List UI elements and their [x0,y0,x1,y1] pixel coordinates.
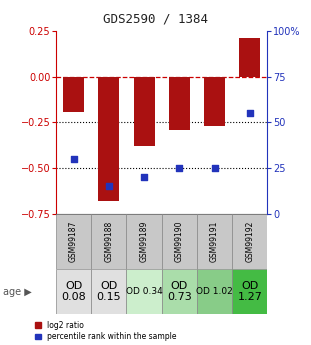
Bar [162,214,197,269]
Text: OD
0.15: OD 0.15 [96,281,121,302]
Bar [63,77,84,111]
Point [177,166,182,171]
Point [106,184,111,189]
Text: GSM99190: GSM99190 [175,221,184,262]
Point [142,175,146,180]
Text: GDS2590 / 1384: GDS2590 / 1384 [103,12,208,25]
Point [247,111,252,116]
Bar [98,77,119,201]
Bar [239,38,260,77]
Text: GSM99189: GSM99189 [140,221,149,262]
Bar [127,214,162,269]
Bar [197,214,232,269]
Text: OD
0.73: OD 0.73 [167,281,192,302]
Bar [91,214,127,269]
Point [212,166,217,171]
Bar [232,269,267,314]
Text: GSM99191: GSM99191 [210,221,219,262]
Bar [127,269,162,314]
Text: OD 1.02: OD 1.02 [196,287,233,296]
Point [71,156,76,162]
Bar [162,269,197,314]
Text: OD 0.34: OD 0.34 [126,287,162,296]
Text: GSM99192: GSM99192 [245,221,254,262]
Bar [91,269,127,314]
Bar [56,214,91,269]
Legend: log2 ratio, percentile rank within the sample: log2 ratio, percentile rank within the s… [35,321,177,341]
Text: OD
1.27: OD 1.27 [237,281,262,302]
Text: GSM99188: GSM99188 [104,221,113,262]
Text: OD
0.08: OD 0.08 [61,281,86,302]
Text: age ▶: age ▶ [3,287,32,296]
Bar [133,77,155,146]
Bar [169,77,190,130]
Text: GSM99187: GSM99187 [69,221,78,262]
Bar [204,77,225,126]
Bar [232,214,267,269]
Bar [56,269,91,314]
Bar [197,269,232,314]
